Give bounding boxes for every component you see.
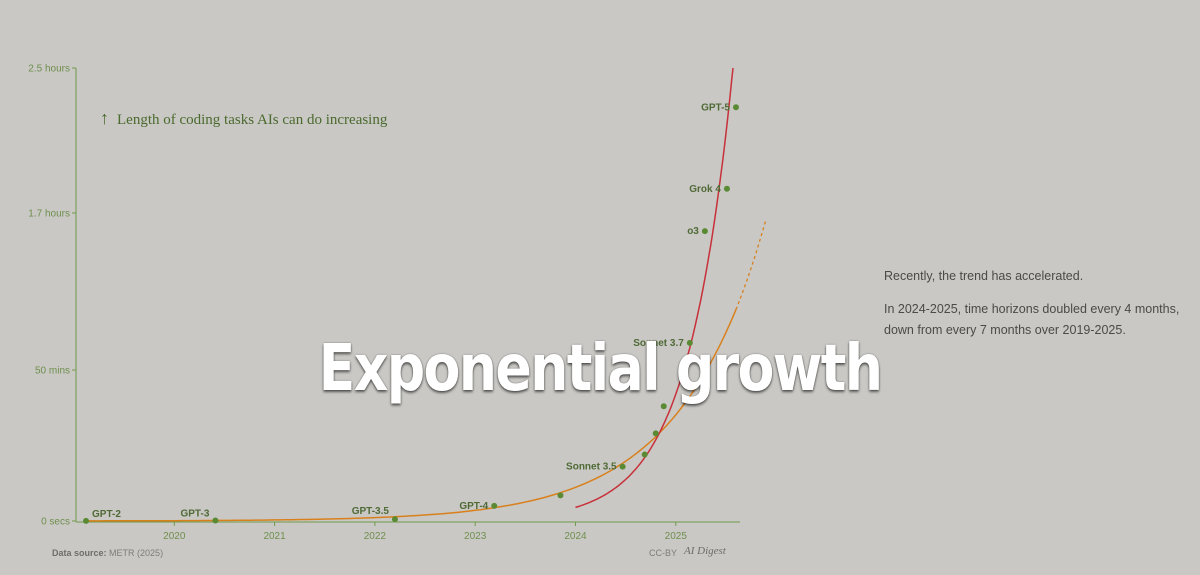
trend-lines [84, 67, 767, 522]
data-point-label: GPT-4 [459, 501, 488, 512]
up-arrow-icon: ↑ [100, 108, 109, 128]
data-point-label: Sonnet 3.5 [566, 462, 617, 473]
trend-line-2024-2025 [575, 67, 734, 509]
data-point-label: Grok 4 [689, 184, 721, 195]
data-points: GPT-2 GPT-3 GPT-3.5 GPT-4 Sonnet 3.5 Sonnet 3… [83, 102, 739, 524]
x-tick-label: 2025 [665, 531, 688, 542]
y-tick-label: 0 secs [41, 517, 70, 528]
data-point [619, 463, 626, 470]
data-point [732, 104, 739, 111]
y-tick-label: 2.5 hours [28, 64, 70, 75]
page-title: Exponential growth [318, 332, 883, 406]
data-point-label: GPT-5 [701, 102, 730, 113]
data-source-label: Data source: [52, 548, 107, 558]
data-point-label: o3 [687, 226, 699, 237]
data-point [652, 430, 659, 437]
chart-axes: 0 secs 50 mins 1.7 hours 2.5 hours 2020 2021 2… [28, 64, 740, 542]
side-commentary: Recently, the trend has accelerated. In … [884, 266, 1189, 353]
data-point [660, 403, 667, 410]
data-point-label: GPT-3.5 [352, 506, 390, 517]
x-tick-label: 2022 [364, 531, 387, 542]
chart-subtitle: ↑ Length of coding tasks AIs can do incre… [100, 108, 387, 129]
x-tick-label: 2023 [464, 531, 487, 542]
data-point [557, 492, 564, 499]
trend-projection-2019-2025 [735, 218, 767, 310]
x-tick-label: 2020 [163, 531, 186, 542]
y-tick-label: 50 mins [35, 366, 70, 377]
subtitle-text: Length of coding tasks AIs can do increa… [117, 112, 388, 128]
data-point-label: GPT-3 [180, 509, 209, 520]
data-point-label: Sonnet 3.7 [633, 338, 684, 349]
x-tick-label: 2021 [263, 531, 286, 542]
data-point-label: GPT-2 [92, 509, 121, 520]
license-label: CC-BY [649, 548, 678, 558]
commentary-line-1: Recently, the trend has accelerated. [884, 269, 1084, 283]
data-point [701, 228, 708, 235]
data-point [83, 517, 90, 524]
data-point [641, 451, 648, 458]
brand-logo: AI Digest [684, 545, 726, 557]
x-tick-label: 2024 [564, 531, 587, 542]
trend-line-2019-2025 [84, 309, 737, 522]
data-point [212, 517, 219, 524]
data-point [686, 339, 693, 346]
data-point [391, 516, 398, 523]
data-source-value: METR (2025) [109, 548, 164, 558]
data-point [723, 185, 730, 192]
y-tick-label: 1.7 hours [28, 208, 70, 219]
data-source: Data source: METR (2025) [52, 548, 163, 558]
commentary-line-2: In 2024-2025, time horizons doubled ever… [884, 302, 1180, 337]
data-point [491, 502, 498, 509]
